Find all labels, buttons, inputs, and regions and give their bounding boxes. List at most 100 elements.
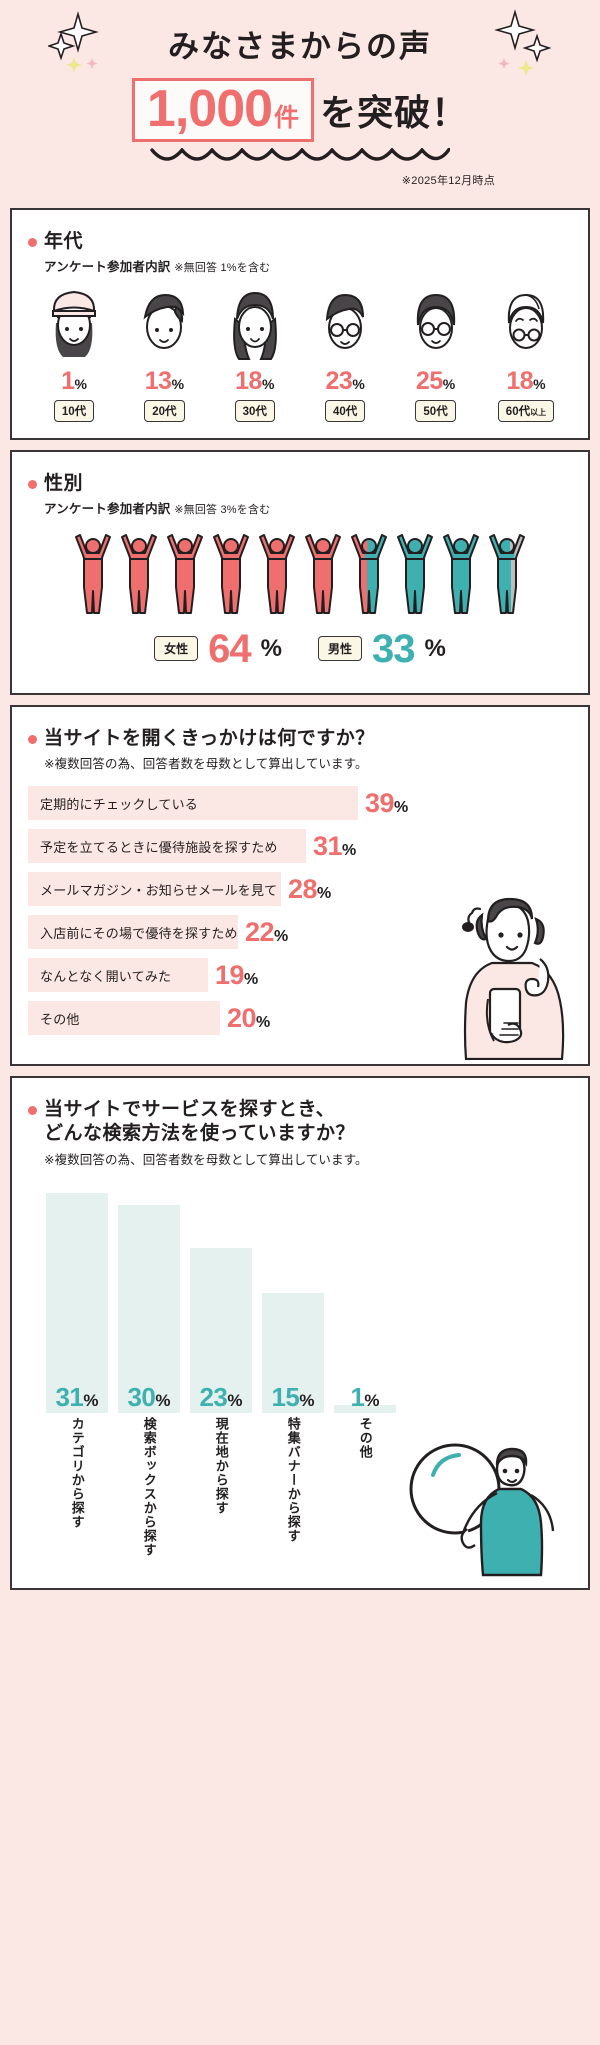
age-item: 23% 40代	[303, 283, 387, 422]
trigger-bar-row: 入店前にその場で優待を探すため 22%	[28, 915, 572, 950]
trigger-label: 定期的にチェックしている	[40, 796, 199, 812]
search-label-wrap: 検索ボックスから探す	[118, 1413, 180, 1557]
person-figure-male-icon	[443, 533, 479, 614]
man-with-magnifier-illustration	[409, 1443, 555, 1577]
person-20s-icon	[143, 293, 185, 349]
age-tag: 40代	[325, 399, 366, 422]
search-value: 23%	[199, 1381, 243, 1412]
age-percent: 18%	[213, 367, 297, 396]
person-60s-icon	[507, 293, 545, 349]
age-percent-value: 18	[235, 366, 262, 395]
search-heading-line1: 当サイトでサービスを探すとき、	[44, 1099, 336, 1121]
age-item: 13% 20代	[122, 283, 206, 422]
trigger-bar-row: その他 20%	[28, 1001, 572, 1036]
person-figure-female-icon	[75, 533, 111, 614]
female-tag: 女性	[154, 636, 199, 662]
gender-heading: 性別	[44, 472, 84, 494]
trigger-label: メールマガジン・お知らせメールを見て	[40, 882, 278, 898]
person-40s-icon	[325, 293, 365, 349]
person-10s-icon	[52, 290, 96, 357]
percent-sign: %	[442, 375, 456, 392]
search-label-wrap: その他	[334, 1413, 396, 1557]
woman-with-phone-illustration	[462, 898, 565, 1061]
gender-values: 女性 64 % 男性 33 %	[28, 623, 572, 677]
age-percent-value: 23	[325, 366, 353, 395]
trigger-value: 31%	[313, 830, 357, 861]
trigger-value: 28%	[288, 873, 332, 904]
search-card: 当サイトでサービスを探すとき、 どんな検索方法を使っていますか？ ※複数回答の為…	[10, 1076, 590, 1590]
age-subheading: アンケート参加者内訳	[44, 259, 171, 274]
search-label: カテゴリから探す	[69, 1416, 85, 1529]
search-heading-line2: どんな検索方法を使っていますか？	[44, 1123, 356, 1145]
search-section-title: 当サイトでサービスを探すとき、 どんな検索方法を使っていますか？ ※複数回答の為…	[28, 1098, 572, 1168]
percent-sign: %	[261, 375, 275, 392]
search-bar-col: 30%	[118, 1178, 180, 1413]
trigger-value: 22%	[245, 916, 289, 947]
search-bar-col: 31%	[46, 1178, 108, 1413]
count-unit: 件	[274, 104, 300, 133]
trigger-bar-row: メールマガジン・お知らせメールを見て 28%	[28, 872, 572, 907]
trigger-label: 入店前にその場で優待を探すため	[40, 925, 238, 941]
page-title: みなさまからの声	[168, 29, 432, 64]
person-figure-female-icon	[121, 533, 157, 614]
wave-icon	[150, 148, 450, 161]
count-headline: 1,000 件 を突破！	[0, 78, 600, 143]
age-percent-value: 25	[415, 366, 443, 395]
trigger-chart: 定期的にチェックしている 39% 予定を立てるときに優待施設を探すため 31% …	[28, 786, 572, 1036]
age-section-title: 年代 アンケート参加者内訳 ※無回答 1%を含む	[28, 230, 572, 275]
person-figure-split-icon	[351, 533, 387, 614]
search-label: 現在地から探す	[213, 1416, 229, 1515]
percent-sign: %	[424, 634, 446, 662]
percent-sign: %	[74, 375, 87, 392]
as-of-note: ※2025年12月時点	[401, 175, 495, 188]
age-tag: 20代	[144, 399, 185, 422]
age-percent-value: 18	[506, 366, 534, 395]
search-chart: 31% 30% 23%	[28, 1178, 572, 1578]
trigger-label: その他	[40, 1011, 80, 1027]
age-item: 18% 30代	[213, 283, 297, 422]
male-value: 33	[372, 626, 415, 671]
age-item: 25% 50代	[394, 283, 478, 422]
search-value: 15%	[271, 1381, 315, 1412]
bullet-icon	[28, 1106, 37, 1116]
search-bar-col: 23%	[190, 1178, 252, 1413]
age-percent: 18%	[484, 367, 568, 396]
age-tag: 60代以上	[497, 399, 555, 422]
age-item: 1% 10代	[32, 283, 116, 422]
male-tag: 男性	[318, 636, 363, 662]
trigger-section-title: 当サイトを開くきっかけは何ですか？ ※複数回答の為、回答者数を母数として算出して…	[28, 727, 572, 773]
sparkle-icon	[48, 11, 99, 73]
count-suffix: を突破！	[320, 92, 469, 134]
person-figure-female-icon	[167, 533, 203, 614]
search-bar-col: 15%	[262, 1178, 324, 1413]
gender-card: 性別 アンケート参加者内訳 ※無回答 3%を含む	[10, 449, 590, 695]
trigger-label: 予定を立てるときに優待施設を探すため	[40, 839, 278, 855]
age-card: 年代 アンケート参加者内訳 ※無回答 1%を含む	[10, 208, 590, 440]
search-label: 検索ボックスから探す	[141, 1416, 157, 1557]
bullet-icon	[28, 238, 37, 248]
percent-sign: %	[533, 375, 546, 392]
count-box: 1,000 件	[131, 78, 315, 143]
person-50s-icon	[416, 293, 455, 349]
search-note: ※複数回答の為、回答者数を母数として算出しています。	[44, 1152, 368, 1167]
age-percent: 13%	[122, 367, 206, 396]
gender-section-title: 性別 アンケート参加者内訳 ※無回答 3%を含む	[28, 472, 572, 517]
age-percent: 1%	[32, 367, 116, 396]
age-note: ※無回答 1%を含む	[174, 261, 271, 274]
percent-sign: %	[171, 375, 185, 392]
bullet-icon	[28, 734, 37, 744]
person-figure-female-icon	[305, 533, 341, 614]
wave-divider	[0, 148, 600, 170]
trigger-heading: 当サイトを開くきっかけは何ですか？	[44, 727, 375, 749]
trigger-note: ※複数回答の為、回答者数を母数として算出しています。	[44, 757, 368, 772]
person-figure-female-icon	[213, 533, 249, 614]
person-figure-female-icon	[259, 533, 295, 614]
search-label-wrap: 特集バナーから探す	[262, 1413, 324, 1557]
age-percent-value: 13	[144, 366, 172, 395]
search-value: 31%	[55, 1381, 99, 1412]
gender-pictogram	[28, 517, 572, 623]
trigger-bar-row: なんとなく開いてみた 19%	[28, 958, 572, 993]
person-figure-male-icon	[397, 533, 433, 614]
age-chart: 1% 10代 13% 20代	[28, 275, 572, 422]
search-label: その他	[357, 1416, 373, 1459]
